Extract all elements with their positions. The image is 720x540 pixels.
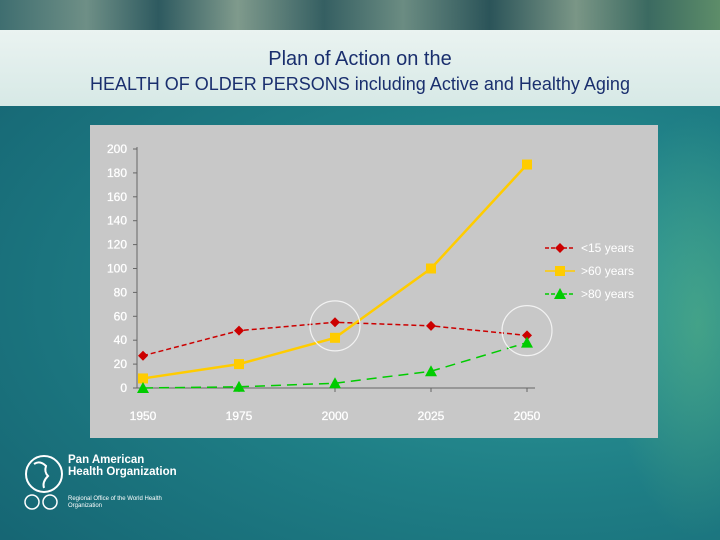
paho-logo-icon bbox=[24, 455, 63, 510]
data-point bbox=[330, 317, 340, 328]
data-point bbox=[522, 159, 532, 170]
y-tick-label: 100 bbox=[107, 262, 127, 276]
legend-label: <15 years bbox=[581, 241, 634, 255]
legend-marker bbox=[555, 266, 565, 276]
logo-name: Pan American Health Organization bbox=[68, 454, 177, 478]
annotation-circle bbox=[501, 305, 553, 357]
legend-marker bbox=[554, 288, 566, 299]
data-point bbox=[233, 380, 245, 392]
page-title-line2: HEALTH OF OLDER PERSONS including Active… bbox=[90, 74, 630, 94]
legend-marker bbox=[555, 243, 565, 253]
y-tick-label: 120 bbox=[107, 238, 127, 252]
chart-frame: 200 180 160 140 120 100 80 60 40 20 0 1950 1975 2000 2… bbox=[90, 125, 658, 438]
y-tick-label: 0 bbox=[120, 381, 127, 395]
series-line bbox=[142, 163, 528, 380]
data-point bbox=[234, 325, 244, 336]
page-title-line1: Plan of Action on the bbox=[268, 48, 452, 70]
title-band bbox=[0, 30, 720, 106]
data-point bbox=[330, 332, 340, 343]
data-point bbox=[521, 336, 533, 348]
data-point bbox=[234, 359, 244, 370]
y-tick-label: 80 bbox=[114, 285, 128, 299]
y-tick-label: 60 bbox=[114, 309, 128, 323]
x-tick-label: 1975 bbox=[226, 409, 253, 423]
data-point bbox=[425, 365, 437, 377]
annotation-circle bbox=[309, 300, 361, 352]
y-tick-label: 40 bbox=[114, 333, 128, 347]
y-tick-label: 160 bbox=[107, 190, 127, 204]
data-point bbox=[426, 263, 436, 274]
data-point bbox=[522, 330, 532, 341]
x-tick-label: 2000 bbox=[322, 409, 349, 423]
data-point bbox=[137, 382, 149, 393]
y-tick-label: 140 bbox=[107, 214, 127, 228]
y-tick-label: 200 bbox=[107, 142, 127, 156]
logo-subtitle: Regional Office of the World Health Orga… bbox=[68, 496, 162, 509]
y-tick-label: 180 bbox=[107, 166, 127, 180]
legend-label: >60 years bbox=[581, 264, 634, 278]
data-point bbox=[426, 320, 436, 331]
y-tick-label: 20 bbox=[114, 357, 128, 371]
x-tick-label: 2050 bbox=[514, 409, 541, 423]
legend-label: >80 years bbox=[581, 287, 634, 301]
x-tick-label: 2025 bbox=[418, 409, 445, 423]
data-point bbox=[329, 377, 341, 389]
data-point bbox=[138, 373, 148, 384]
x-tick-label: 1950 bbox=[130, 409, 157, 423]
header-photo-strip bbox=[0, 0, 720, 30]
data-point bbox=[138, 350, 148, 361]
